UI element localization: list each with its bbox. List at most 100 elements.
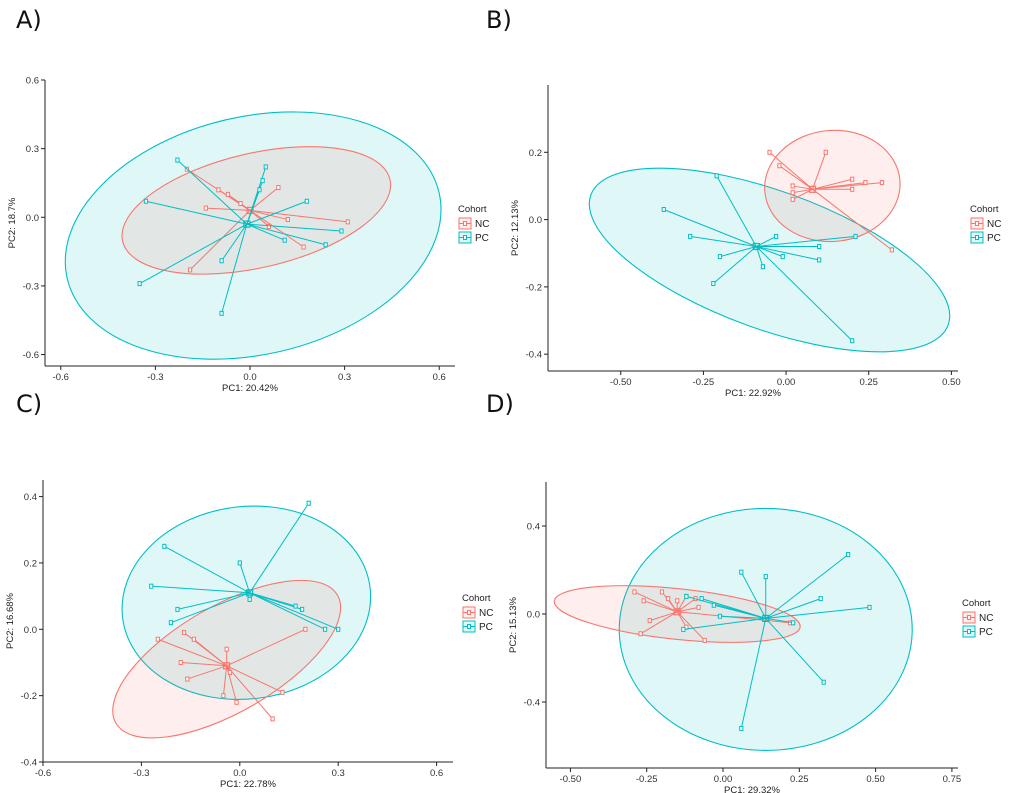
y-tick-label: 0.3 <box>26 144 39 155</box>
spoke-nc <box>643 600 678 613</box>
spoke-nc <box>249 187 279 211</box>
spoke-pc <box>765 598 821 619</box>
spoke-nc <box>226 665 273 720</box>
spoke-nc <box>812 152 827 190</box>
point-nc <box>790 196 795 202</box>
legend-label-nc: NC <box>987 219 1001 230</box>
spoke-pc <box>246 189 260 225</box>
chart-panel-a: A) -0.6 -0.3 0.0 0.3 0.6 -0.6 -0.3 0.0 0.3 0.6 PC1:… <box>7 6 489 394</box>
point-pc <box>739 569 744 575</box>
y-tick-label: 0.2 <box>24 558 37 569</box>
spoke-pc <box>151 585 250 594</box>
point-nc <box>234 699 239 705</box>
spoke-nc <box>812 178 853 190</box>
legend-key-point <box>975 235 979 240</box>
legend-title: Cohort <box>462 593 491 604</box>
point-pc <box>711 281 716 287</box>
legend-title: Cohort <box>970 204 999 215</box>
point-nc <box>266 223 272 229</box>
spoke-pc <box>246 223 326 246</box>
point-pc <box>850 338 855 344</box>
x-axis-title: PC1: 22.92% <box>725 388 782 399</box>
legend-label-nc: NC <box>979 613 993 624</box>
x-tick-label: 0.3 <box>332 768 345 779</box>
spoke-nc <box>676 611 706 641</box>
point-nc <box>276 185 281 191</box>
legend-key-point <box>467 610 471 615</box>
point-pc <box>780 254 785 260</box>
point-nc <box>696 604 701 610</box>
spoke-nc <box>157 638 227 667</box>
point-pc <box>711 602 716 608</box>
spoke-nc <box>180 661 227 667</box>
point-pc <box>661 206 666 212</box>
chart-panel-d: D) -0.50 -0.25 0.00 0.25 0.50 0.75 -0.4 0.0 0.4 PC… <box>486 390 993 793</box>
y-tick-label: -0.2 <box>21 691 37 702</box>
spoke-pc <box>249 592 339 630</box>
legend: Cohort NC PC <box>962 598 993 638</box>
spoke-pc <box>765 618 825 683</box>
point-nc <box>665 596 671 602</box>
spoke-pc <box>765 554 849 619</box>
point-nc <box>185 676 190 682</box>
centroid-pc <box>762 614 770 623</box>
spoke-pc <box>740 618 767 729</box>
point-pc <box>306 500 311 506</box>
point-nc <box>647 618 652 624</box>
x-axis-title: PC1: 29.32% <box>724 785 781 793</box>
plot-area <box>588 129 951 353</box>
point-nc <box>879 180 885 186</box>
y-tick-label: 0.2 <box>529 148 542 159</box>
point-nc <box>203 205 208 211</box>
legend-key-point <box>463 221 467 226</box>
point-nc <box>790 190 795 196</box>
point-nc <box>790 183 795 189</box>
ellipse-pc <box>618 507 913 751</box>
legend-label-pc: PC <box>987 233 1001 244</box>
legend-label-nc: NC <box>475 219 489 230</box>
spoke-pc <box>170 592 250 624</box>
x-tick-label: 0.0 <box>243 372 256 383</box>
ellipse-nc <box>764 129 901 243</box>
spoke-pc <box>756 235 856 248</box>
x-tick-label: -0.6 <box>53 372 69 383</box>
spoke-pc <box>246 200 307 225</box>
point-pc <box>300 606 305 612</box>
point-pc <box>219 258 224 264</box>
spoke-nc <box>189 210 251 271</box>
centroid-pc <box>752 242 760 251</box>
point-pc <box>219 310 224 316</box>
x-tick-label: 0.25 <box>790 774 809 785</box>
point-pc <box>699 596 704 602</box>
point-nc <box>850 186 855 192</box>
point-pc <box>162 543 167 549</box>
spoke-nc <box>779 165 813 190</box>
point-pc <box>817 257 822 263</box>
spoke-pc <box>755 246 853 342</box>
point-pc <box>853 233 858 239</box>
point-nc <box>216 187 221 193</box>
point-pc <box>149 583 154 589</box>
y-tick-label: 0.6 <box>26 76 39 87</box>
spoke-pc <box>239 562 251 593</box>
x-tick-label: -0.25 <box>636 774 658 785</box>
spoke-nc <box>640 611 678 635</box>
centroid-pc <box>243 220 251 228</box>
spoke-pc <box>719 615 766 619</box>
legend: Cohort NC PC <box>458 204 489 244</box>
point-nc <box>303 626 308 632</box>
x-tick-label: 0.0 <box>233 768 246 779</box>
spoke-pc <box>246 223 285 241</box>
y-tick-label: 0.0 <box>529 215 542 226</box>
point-pc <box>247 596 252 602</box>
y-tick-label: 0.0 <box>24 625 37 636</box>
x-tick-label: 0.00 <box>714 774 733 785</box>
spoke-pc <box>177 592 250 610</box>
y-tick-label: 0.0 <box>26 213 39 224</box>
point-nc <box>767 149 772 155</box>
spoke-nc <box>634 591 678 613</box>
x-tick-label: -0.50 <box>560 774 582 785</box>
y-axis-title: PC2: 15.13% <box>508 596 519 653</box>
legend-label-pc: PC <box>979 627 993 638</box>
